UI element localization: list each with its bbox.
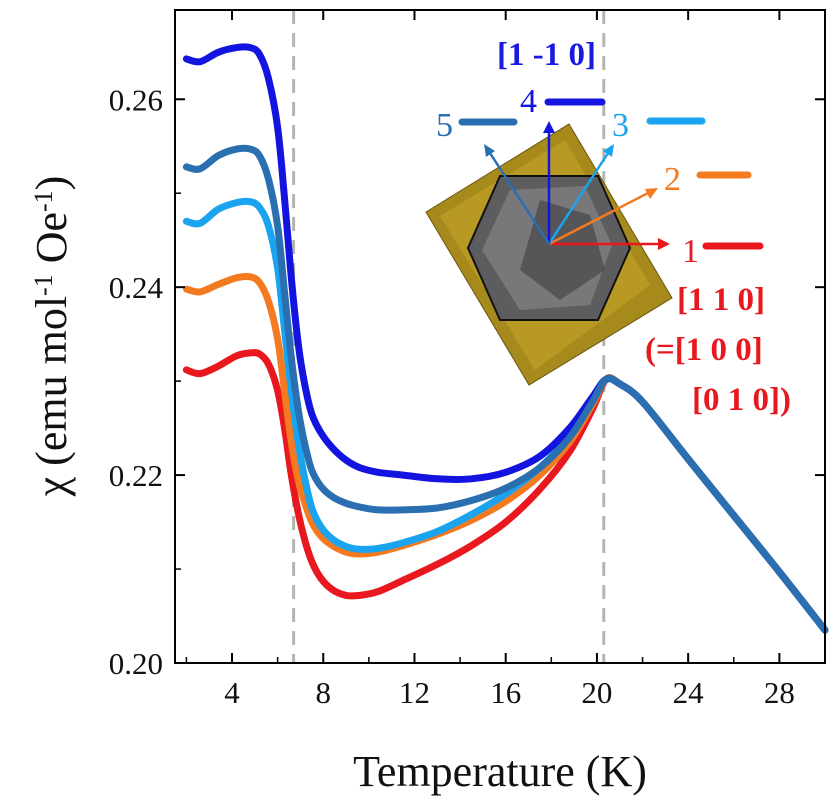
y-axis-title-prefix: χ (emu mol xyxy=(27,296,76,497)
data-series xyxy=(182,43,829,634)
crystal-inset xyxy=(425,121,673,386)
legend: 1 2 3 4 5 xyxy=(436,83,764,270)
legend-label-1: 1 xyxy=(682,233,699,270)
legend-label-5: 5 xyxy=(436,107,453,144)
y-axis-title-sup1: -1 xyxy=(29,274,58,296)
y-axis-title-mid: Oe xyxy=(27,212,76,274)
y-tick-label-0.26: 0.26 xyxy=(109,82,163,117)
hexagon-outline xyxy=(466,175,632,321)
y-axis-title-text: χ (emu mol-1 Oe-1) xyxy=(27,176,76,498)
direction-annotations: [1 -1 0] [1 1 0] (=[1 0 0] [0 1 0]) xyxy=(497,37,791,418)
arrow-1-head xyxy=(658,238,670,250)
x-tick-label-24: 24 xyxy=(673,675,705,710)
arrow-2 xyxy=(548,189,653,246)
direction-label-110: [1 1 0] xyxy=(677,282,765,318)
x-axis-title: Temperature (K) xyxy=(353,747,647,796)
x-tick-label-8: 8 xyxy=(315,675,331,710)
plot-frame xyxy=(174,9,826,664)
direction-label-100: (=[1 0 0] xyxy=(645,332,763,368)
legend-label-3: 3 xyxy=(612,107,629,144)
y-tick-label-0.22: 0.22 xyxy=(109,458,163,493)
direction-label-perp: [1 -1 0] xyxy=(497,37,596,73)
x-tick-label-12: 12 xyxy=(399,675,430,710)
x-tick-label-20: 20 xyxy=(581,675,612,710)
y-tick-label-0.24: 0.24 xyxy=(109,270,164,305)
arrow-2-head xyxy=(645,188,658,199)
y-axis-title: χ (emu mol-1 Oe-1) xyxy=(27,176,76,498)
orientation-arrows xyxy=(484,121,670,250)
arrow-5 xyxy=(486,149,551,245)
x-tick-label-28: 28 xyxy=(764,675,795,710)
y-axis-title-sup2: -1 xyxy=(29,190,58,212)
axes: 4 8 12 16 20 24 280.200.220.240.26 xyxy=(109,9,826,710)
arrow-4-head xyxy=(543,121,555,133)
y-axis-title-suffix: ) xyxy=(27,176,76,191)
arrow-3 xyxy=(547,149,612,245)
legend-label-2: 2 xyxy=(664,161,681,198)
arrow-3-head xyxy=(603,144,614,157)
series-line-5 xyxy=(182,144,829,634)
direction-label-010: [0 1 0]) xyxy=(692,382,791,418)
y-tick-label-0.20: 0.20 xyxy=(109,646,163,681)
x-tick-label-4: 4 xyxy=(224,675,240,710)
legend-label-4: 4 xyxy=(520,83,537,120)
x-tick-label-16: 16 xyxy=(490,675,521,710)
arrow-5-head xyxy=(484,144,495,157)
